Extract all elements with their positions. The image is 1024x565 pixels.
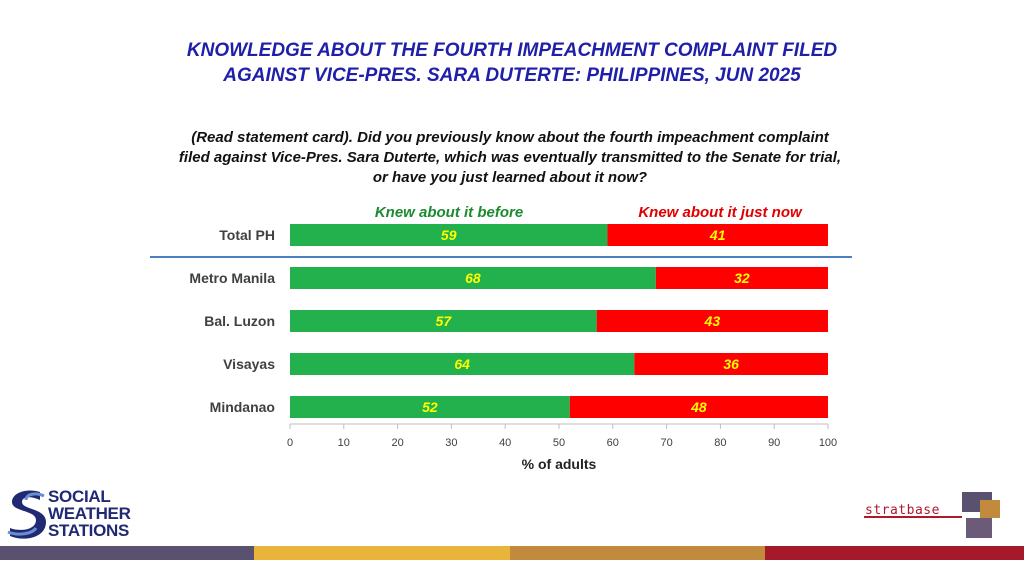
x-tick-label: 30 bbox=[445, 437, 457, 449]
bar-knew-before bbox=[290, 267, 656, 289]
data-label: 41 bbox=[709, 227, 726, 243]
category-label: Metro Manila bbox=[189, 270, 275, 286]
x-tick-label: 10 bbox=[338, 437, 350, 449]
survey-question: (Read statement card). Did you previousl… bbox=[90, 128, 930, 188]
legend-label-just-now: Knew about it just now bbox=[638, 204, 803, 221]
x-tick-label: 100 bbox=[819, 437, 837, 449]
sws-logo-icon bbox=[7, 490, 46, 539]
x-tick-label: 60 bbox=[607, 437, 619, 449]
x-tick-label: 90 bbox=[768, 437, 780, 449]
stratbase-logo-text: stratbase bbox=[865, 503, 940, 518]
footer-band-segment bbox=[254, 546, 510, 560]
stacked-bar-chart: Knew about it before Knew about it just n… bbox=[150, 204, 852, 472]
bar-just-now bbox=[634, 353, 828, 375]
x-tick-label: 50 bbox=[553, 437, 565, 449]
category-label: Total PH bbox=[219, 227, 275, 243]
survey-question-line1: (Read statement card). Did you previousl… bbox=[191, 129, 829, 146]
data-label: 57 bbox=[436, 313, 453, 329]
footer-band-segment bbox=[765, 546, 1024, 560]
bar-knew-before bbox=[290, 310, 597, 332]
category-label: Visayas bbox=[223, 356, 275, 372]
bar-knew-before bbox=[290, 224, 608, 246]
x-tick-label: 20 bbox=[391, 437, 403, 449]
chart-title: KNOWLEDGE ABOUT THE FOURTH IMPEACHMENT C… bbox=[0, 38, 1024, 88]
sws-logo-line3: STATIONS bbox=[48, 521, 130, 540]
chart-title-line2: AGAINST VICE-PRES. SARA DUTERTE: PHILIPP… bbox=[223, 65, 801, 86]
bar-knew-before bbox=[290, 353, 635, 375]
x-tick-label: 70 bbox=[660, 437, 672, 449]
data-label: 52 bbox=[422, 399, 438, 415]
data-label: 64 bbox=[454, 356, 470, 372]
data-label: 43 bbox=[704, 313, 721, 329]
legend-label-knew-before: Knew about it before bbox=[375, 204, 523, 221]
bar-just-now bbox=[569, 396, 828, 418]
footer-band-segment bbox=[0, 546, 254, 560]
data-label: 36 bbox=[723, 356, 739, 372]
survey-question-line2: filed against Vice-Pres. Sara Duterte, w… bbox=[178, 149, 842, 166]
x-tick-label: 0 bbox=[287, 437, 293, 449]
bar-knew-before bbox=[290, 396, 570, 418]
survey-question-line3: or have you just learned about it now? bbox=[372, 169, 648, 186]
category-label: Mindanao bbox=[210, 399, 275, 415]
x-axis-title: % of adults bbox=[522, 456, 597, 472]
data-label: 68 bbox=[465, 270, 481, 286]
bar-just-now bbox=[596, 310, 828, 332]
chart-title-line1: KNOWLEDGE ABOUT THE FOURTH IMPEACHMENT C… bbox=[186, 40, 838, 61]
sws-logo-text: SOCIAL WEATHER STATIONS bbox=[48, 488, 131, 539]
data-label: 48 bbox=[690, 399, 707, 415]
category-label: Bal. Luzon bbox=[204, 313, 275, 329]
x-tick-label: 40 bbox=[499, 437, 511, 449]
data-label: 59 bbox=[441, 227, 457, 243]
footer-band-segment bbox=[510, 546, 765, 560]
stratbase-logo-icon bbox=[864, 492, 1000, 538]
x-tick-label: 80 bbox=[714, 437, 726, 449]
data-label: 32 bbox=[734, 270, 750, 286]
bar-just-now bbox=[655, 267, 828, 289]
footer-color-band bbox=[0, 546, 1024, 560]
bar-just-now bbox=[607, 224, 828, 246]
sws-logo-line2: WEATHER bbox=[48, 504, 131, 523]
sws-logo-line1: SOCIAL bbox=[48, 487, 111, 506]
